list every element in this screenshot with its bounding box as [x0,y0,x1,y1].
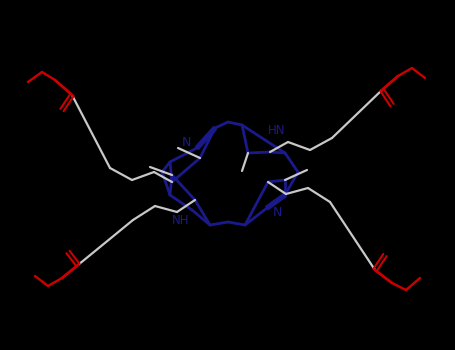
Text: HN: HN [268,125,285,138]
Text: N: N [273,205,283,218]
Text: NH: NH [172,214,189,226]
Text: N: N [182,136,191,149]
